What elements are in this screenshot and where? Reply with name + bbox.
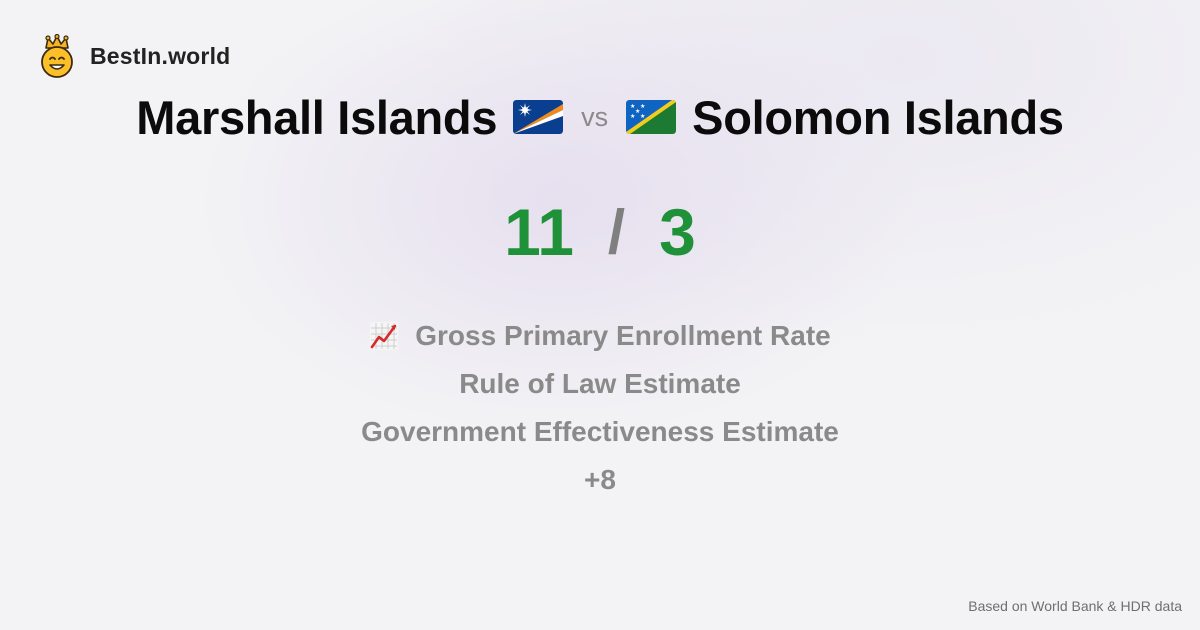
marshall-islands-flag-icon — [513, 100, 564, 134]
comparison-title: Marshall Islands vs — [0, 86, 1200, 148]
left-country-name[interactable]: Marshall Islands — [136, 90, 498, 144]
svg-text:★: ★ — [630, 103, 635, 110]
right-country-name[interactable]: Solomon Islands — [692, 90, 1064, 144]
left-score: 11 — [504, 195, 574, 269]
metric-gross-primary-enrollment: Gross Primary Enrollment Rate — [369, 312, 831, 360]
brand-name: BestIn.world — [90, 42, 231, 69]
metrics-list: Gross Primary Enrollment Rate Rule of La… — [0, 312, 1200, 504]
more-metrics-label: +8 — [584, 464, 616, 495]
vs-label: vs — [581, 101, 609, 132]
svg-text:★: ★ — [640, 103, 645, 110]
right-score: 3 — [659, 195, 696, 269]
svg-text:★: ★ — [630, 113, 635, 120]
solomon-islands-flag-icon: ★ ★ ★ ★ ★ — [626, 100, 677, 134]
score-separator: / — [607, 197, 626, 267]
metric-government-effectiveness: Government Effectiveness Estimate — [361, 408, 839, 456]
metric-label: Gross Primary Enrollment Rate — [415, 320, 831, 351]
svg-text:★: ★ — [640, 113, 645, 120]
metric-label: Rule of Law Estimate — [459, 368, 741, 399]
brand[interactable]: BestIn.world — [38, 34, 230, 78]
svg-text:★: ★ — [635, 108, 640, 115]
chart-increasing-icon — [370, 322, 399, 350]
metric-label: Government Effectiveness Estimate — [361, 416, 839, 447]
crowned-smiley-icon — [41, 34, 73, 78]
score: 11 / 3 — [0, 192, 1200, 272]
metric-rule-of-law: Rule of Law Estimate — [459, 360, 741, 408]
more-metrics-count: +8 — [584, 456, 616, 504]
data-source-note: Based on World Bank & HDR data — [968, 598, 1182, 614]
